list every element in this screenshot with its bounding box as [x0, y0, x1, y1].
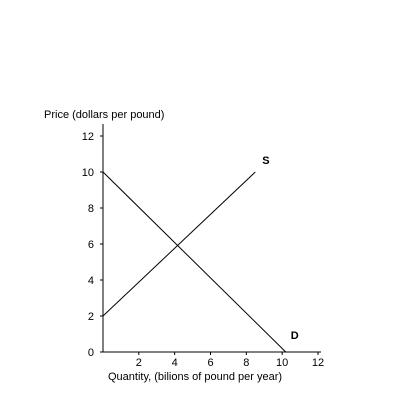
- series-label-s: S: [262, 155, 269, 167]
- series-group: SD: [102, 155, 299, 353]
- y-tick-label: 8: [88, 203, 94, 215]
- x-tick-label: 10: [276, 357, 288, 369]
- x-ticks: 2 4 6 8 10 12: [136, 352, 324, 369]
- x-tick-label: 8: [243, 357, 249, 369]
- x-axis-label: Quantity, (bilions of pound per year): [108, 371, 282, 383]
- x-tick-label: 4: [172, 357, 178, 369]
- y-tick-label: 6: [88, 239, 94, 251]
- y-tick-label: 10: [82, 167, 94, 179]
- y-tick-label: 2: [88, 311, 94, 323]
- y-axis-label: Price (dollars per pound): [44, 109, 164, 121]
- y-tick-label: 12: [82, 131, 94, 143]
- series-label-d: D: [291, 330, 299, 342]
- y-tick-label: 4: [88, 275, 94, 287]
- x-tick-label: 6: [207, 357, 213, 369]
- x-tick-label: 12: [312, 357, 324, 369]
- series-line-s: [102, 171, 256, 317]
- y-ticks: 0 2 4 6 8 10 12: [82, 131, 103, 359]
- series-line-d: [102, 171, 287, 353]
- y-tick-label: 0: [88, 347, 94, 359]
- x-tick-label: 2: [136, 357, 142, 369]
